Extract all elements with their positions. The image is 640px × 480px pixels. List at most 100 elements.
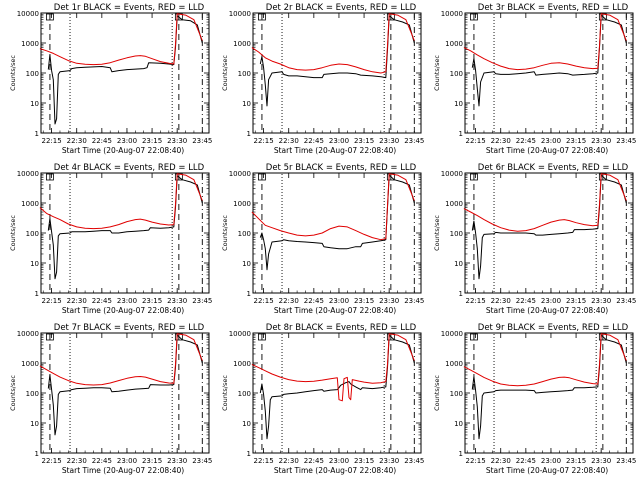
series-line-lld [251,333,415,402]
y-tick-label: 10000 [441,10,463,18]
y-tick-label: 1 [35,450,39,458]
x-tick-label: 23:15 [142,297,162,305]
y-tick-label: 10000 [441,330,463,338]
square-marker [46,173,54,181]
square-marker [46,13,54,21]
y-tick-label: 1000 [21,40,39,48]
x-tick-label: 23:00 [541,297,561,305]
plot-frame [464,332,634,454]
y-tick-label: 100 [26,70,39,78]
y-tick-label: 10 [30,420,39,428]
x-tick-label: 23:30 [167,297,187,305]
x-tick-label: 23:15 [566,137,586,145]
x-tick-label: 23:30 [167,457,187,465]
plot-frame [252,332,422,454]
x-axis-label: Start Time (20-Aug-07 22:08:40) [62,146,184,155]
x-tick-label: 23:15 [566,297,586,305]
x-tick-label: 23:30 [379,297,399,305]
x-axis-label: Start Time (20-Aug-07 22:08:40) [274,146,396,155]
chart-title: Det 4r BLACK = Events, RED = LLD [54,163,205,173]
series-line-lld [463,333,627,387]
y-tick-label: 100 [450,390,463,398]
chart-title: Det 8r BLACK = Events, RED = LLD [266,323,417,333]
y-tick-label: 100 [238,230,251,238]
x-tick-label: 23:45 [404,457,424,465]
x-tick-label: 23:15 [142,457,162,465]
y-axis-label: Counts/sec [221,215,229,251]
series-line-lld [39,333,203,386]
x-tick-label: 22:15 [466,297,486,305]
x-tick-label: 23:15 [142,137,162,145]
chart-panel-7: Det 7r BLACK = Events, RED = LLD 1 10 100 10… [9,323,212,475]
y-tick-label: 10000 [17,170,39,178]
y-tick-label: 1 [459,130,463,138]
x-tick-label: 23:00 [329,457,349,465]
series-line-lld [463,13,627,71]
x-tick-label: 23:45 [192,137,212,145]
x-tick-label: 22:15 [254,137,274,145]
x-tick-label: 22:45 [92,457,112,465]
x-tick-label: 23:15 [354,297,374,305]
plot-frame [40,12,210,134]
series-line-lld [39,173,203,230]
x-tick-label: 22:45 [516,137,536,145]
y-tick-label: 100 [238,70,251,78]
chart-title: Det 7r BLACK = Events, RED = LLD [54,323,205,333]
x-tick-label: 23:45 [404,137,424,145]
chart-panel-1: Det 1r BLACK = Events, RED = LLD 1 10 100 10… [9,3,212,155]
x-tick-label: 22:15 [42,137,62,145]
square-marker [470,13,478,21]
x-tick-label: 22:30 [67,137,87,145]
x-tick-label: 22:45 [304,137,324,145]
x-tick-label: 22:45 [304,457,324,465]
x-tick-label: 22:30 [491,137,511,145]
chart-panel-4: Det 4r BLACK = Events, RED = LLD 1 10 100 10… [9,163,212,315]
y-tick-label: 1 [459,290,463,298]
x-tick-label: 23:30 [591,457,611,465]
plot-frame [464,172,634,294]
x-tick-label: 22:30 [491,297,511,305]
y-tick-label: 1000 [233,200,251,208]
x-tick-label: 23:30 [591,137,611,145]
chart-panel-5: Det 5r BLACK = Events, RED = LLD 1 10 100 10… [221,163,424,315]
x-tick-label: 23:00 [117,457,137,465]
x-axis-label: Start Time (20-Aug-07 22:08:40) [486,146,608,155]
x-axis-label: Start Time (20-Aug-07 22:08:40) [486,306,608,315]
y-tick-label: 10 [30,260,39,268]
x-tick-label: 23:30 [167,137,187,145]
y-tick-label: 1 [247,290,251,298]
series-line-lld [39,13,203,66]
x-axis-label: Start Time (20-Aug-07 22:08:40) [274,466,396,475]
series-line-lld [463,173,627,232]
y-tick-label: 10000 [229,330,251,338]
x-tick-label: 22:30 [279,297,299,305]
x-tick-label: 22:15 [254,457,274,465]
square-marker [470,333,478,341]
chart-title: Det 5r BLACK = Events, RED = LLD [266,163,417,173]
x-axis-label: Start Time (20-Aug-07 22:08:40) [274,306,396,315]
chart-panel-3: Det 3r BLACK = Events, RED = LLD 1 10 100 10… [433,3,636,155]
x-tick-label: 23:00 [541,457,561,465]
x-tick-label: 22:30 [279,137,299,145]
y-tick-label: 10000 [441,170,463,178]
x-axis-label: Start Time (20-Aug-07 22:08:40) [62,466,184,475]
y-tick-label: 10000 [17,330,39,338]
square-marker [46,333,54,341]
y-tick-label: 10 [454,420,463,428]
y-axis-label: Counts/sec [221,55,229,91]
y-tick-label: 10 [242,420,251,428]
y-tick-label: 10 [30,100,39,108]
y-axis-label: Counts/sec [433,375,441,411]
y-tick-label: 10000 [17,10,39,18]
y-tick-label: 1000 [21,200,39,208]
y-tick-label: 1 [35,290,39,298]
y-axis-label: Counts/sec [433,55,441,91]
x-tick-label: 22:45 [92,297,112,305]
x-tick-label: 22:15 [254,297,274,305]
x-tick-label: 23:45 [616,457,636,465]
y-axis-label: Counts/sec [9,55,17,91]
x-tick-label: 22:30 [279,457,299,465]
y-tick-label: 1000 [233,40,251,48]
x-tick-label: 23:45 [192,457,212,465]
